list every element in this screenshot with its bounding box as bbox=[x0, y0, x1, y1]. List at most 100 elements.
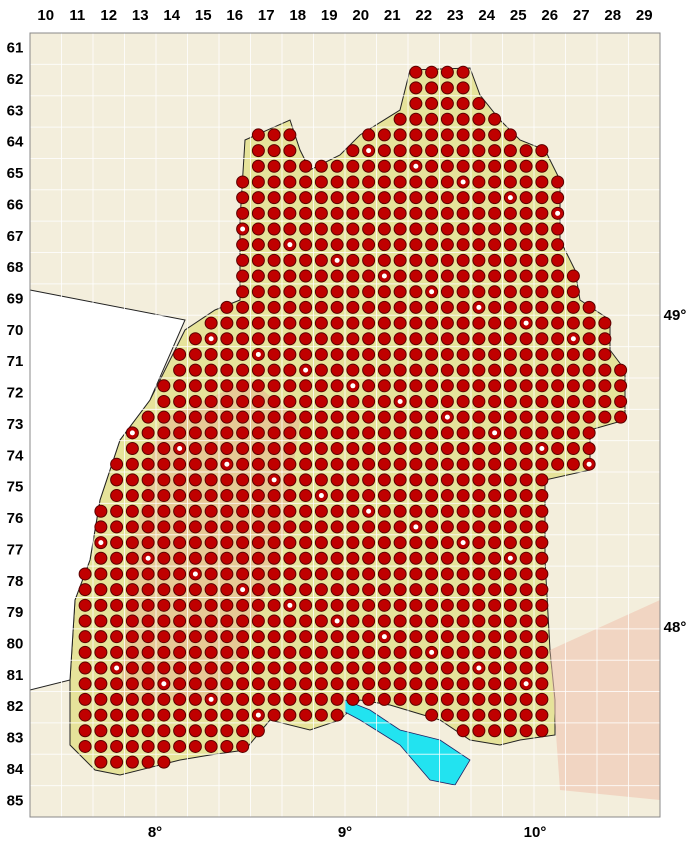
row-label: 75 bbox=[7, 479, 24, 496]
record-dot bbox=[377, 567, 391, 581]
record-dot bbox=[346, 159, 360, 173]
record-dot bbox=[535, 661, 549, 675]
record-dot bbox=[409, 112, 423, 126]
record-dot bbox=[251, 332, 265, 346]
record-dot bbox=[535, 206, 549, 220]
record-dot bbox=[220, 363, 234, 377]
record-dot bbox=[314, 316, 328, 330]
record-dot bbox=[456, 363, 470, 377]
record-dot bbox=[314, 332, 328, 346]
record-dot bbox=[425, 206, 439, 220]
record-dot bbox=[440, 442, 454, 456]
record-dot bbox=[425, 128, 439, 142]
map-border bbox=[29, 32, 661, 818]
record-dot bbox=[362, 567, 376, 581]
record-dot bbox=[503, 175, 517, 189]
record-dot bbox=[157, 457, 171, 471]
record-dot bbox=[267, 253, 281, 267]
record-dot bbox=[488, 206, 502, 220]
record-dot bbox=[456, 379, 470, 393]
record-dot bbox=[157, 536, 171, 550]
record-dot bbox=[236, 442, 250, 456]
record-dot bbox=[488, 614, 502, 628]
record-dot bbox=[141, 692, 155, 706]
record-dot bbox=[283, 394, 297, 408]
record-dot bbox=[251, 144, 265, 158]
record-dot bbox=[330, 363, 344, 377]
record-dot bbox=[267, 285, 281, 299]
record-dot bbox=[157, 473, 171, 487]
record-dot bbox=[283, 285, 297, 299]
record-dot bbox=[314, 583, 328, 597]
record-dot bbox=[456, 332, 470, 346]
record-dot bbox=[440, 112, 454, 126]
record-dot bbox=[393, 520, 407, 534]
record-dot bbox=[488, 567, 502, 581]
record-dot bbox=[267, 630, 281, 644]
record-dot bbox=[503, 692, 517, 706]
record-dot bbox=[503, 347, 517, 361]
record-dot bbox=[173, 583, 187, 597]
record-dot bbox=[188, 677, 202, 691]
record-dot bbox=[362, 394, 376, 408]
record-dot bbox=[141, 457, 155, 471]
record-dot bbox=[283, 583, 297, 597]
record-dot bbox=[94, 724, 108, 738]
record-dot bbox=[393, 206, 407, 220]
record-dot bbox=[440, 285, 454, 299]
column-label: 22 bbox=[415, 7, 432, 24]
record-dot bbox=[78, 724, 92, 738]
record-dot bbox=[488, 316, 502, 330]
record-dot bbox=[267, 708, 281, 722]
record-dot bbox=[125, 520, 139, 534]
record-dot bbox=[141, 504, 155, 518]
record-dot bbox=[598, 347, 612, 361]
record-dot bbox=[236, 630, 250, 644]
record-dot bbox=[488, 175, 502, 189]
record-dot bbox=[236, 598, 250, 612]
record-dot bbox=[299, 426, 313, 440]
record-dot bbox=[125, 504, 139, 518]
record-dot bbox=[440, 191, 454, 205]
record-dot bbox=[141, 661, 155, 675]
record-dot bbox=[110, 536, 124, 550]
record-dot bbox=[440, 159, 454, 173]
record-dot bbox=[551, 175, 565, 189]
record-dot bbox=[236, 347, 250, 361]
record-dot bbox=[472, 614, 486, 628]
record-dot-center bbox=[397, 398, 403, 404]
record-dot bbox=[488, 677, 502, 691]
record-dot bbox=[456, 159, 470, 173]
record-dot bbox=[519, 724, 533, 738]
record-dot bbox=[220, 332, 234, 346]
record-dot bbox=[346, 206, 360, 220]
record-dot bbox=[346, 661, 360, 675]
record-dot bbox=[157, 520, 171, 534]
record-dot bbox=[472, 363, 486, 377]
record-dot bbox=[456, 457, 470, 471]
record-dot bbox=[220, 724, 234, 738]
record-dot bbox=[393, 598, 407, 612]
record-dot bbox=[267, 457, 281, 471]
record-dot bbox=[314, 551, 328, 565]
row-label: 78 bbox=[7, 573, 24, 590]
record-dot bbox=[283, 332, 297, 346]
record-dot bbox=[220, 536, 234, 550]
record-dot bbox=[330, 191, 344, 205]
record-dot bbox=[614, 363, 628, 377]
record-dot bbox=[551, 222, 565, 236]
record-dot bbox=[535, 457, 549, 471]
record-dot bbox=[346, 473, 360, 487]
record-dot bbox=[299, 410, 313, 424]
record-dot bbox=[251, 159, 265, 173]
record-dot bbox=[440, 708, 454, 722]
record-dot bbox=[377, 442, 391, 456]
record-dot bbox=[598, 316, 612, 330]
column-label: 16 bbox=[226, 7, 243, 24]
record-dot bbox=[440, 583, 454, 597]
record-dot bbox=[535, 426, 549, 440]
record-dot bbox=[251, 442, 265, 456]
record-dot bbox=[299, 316, 313, 330]
record-dot bbox=[330, 347, 344, 361]
record-dot bbox=[551, 316, 565, 330]
